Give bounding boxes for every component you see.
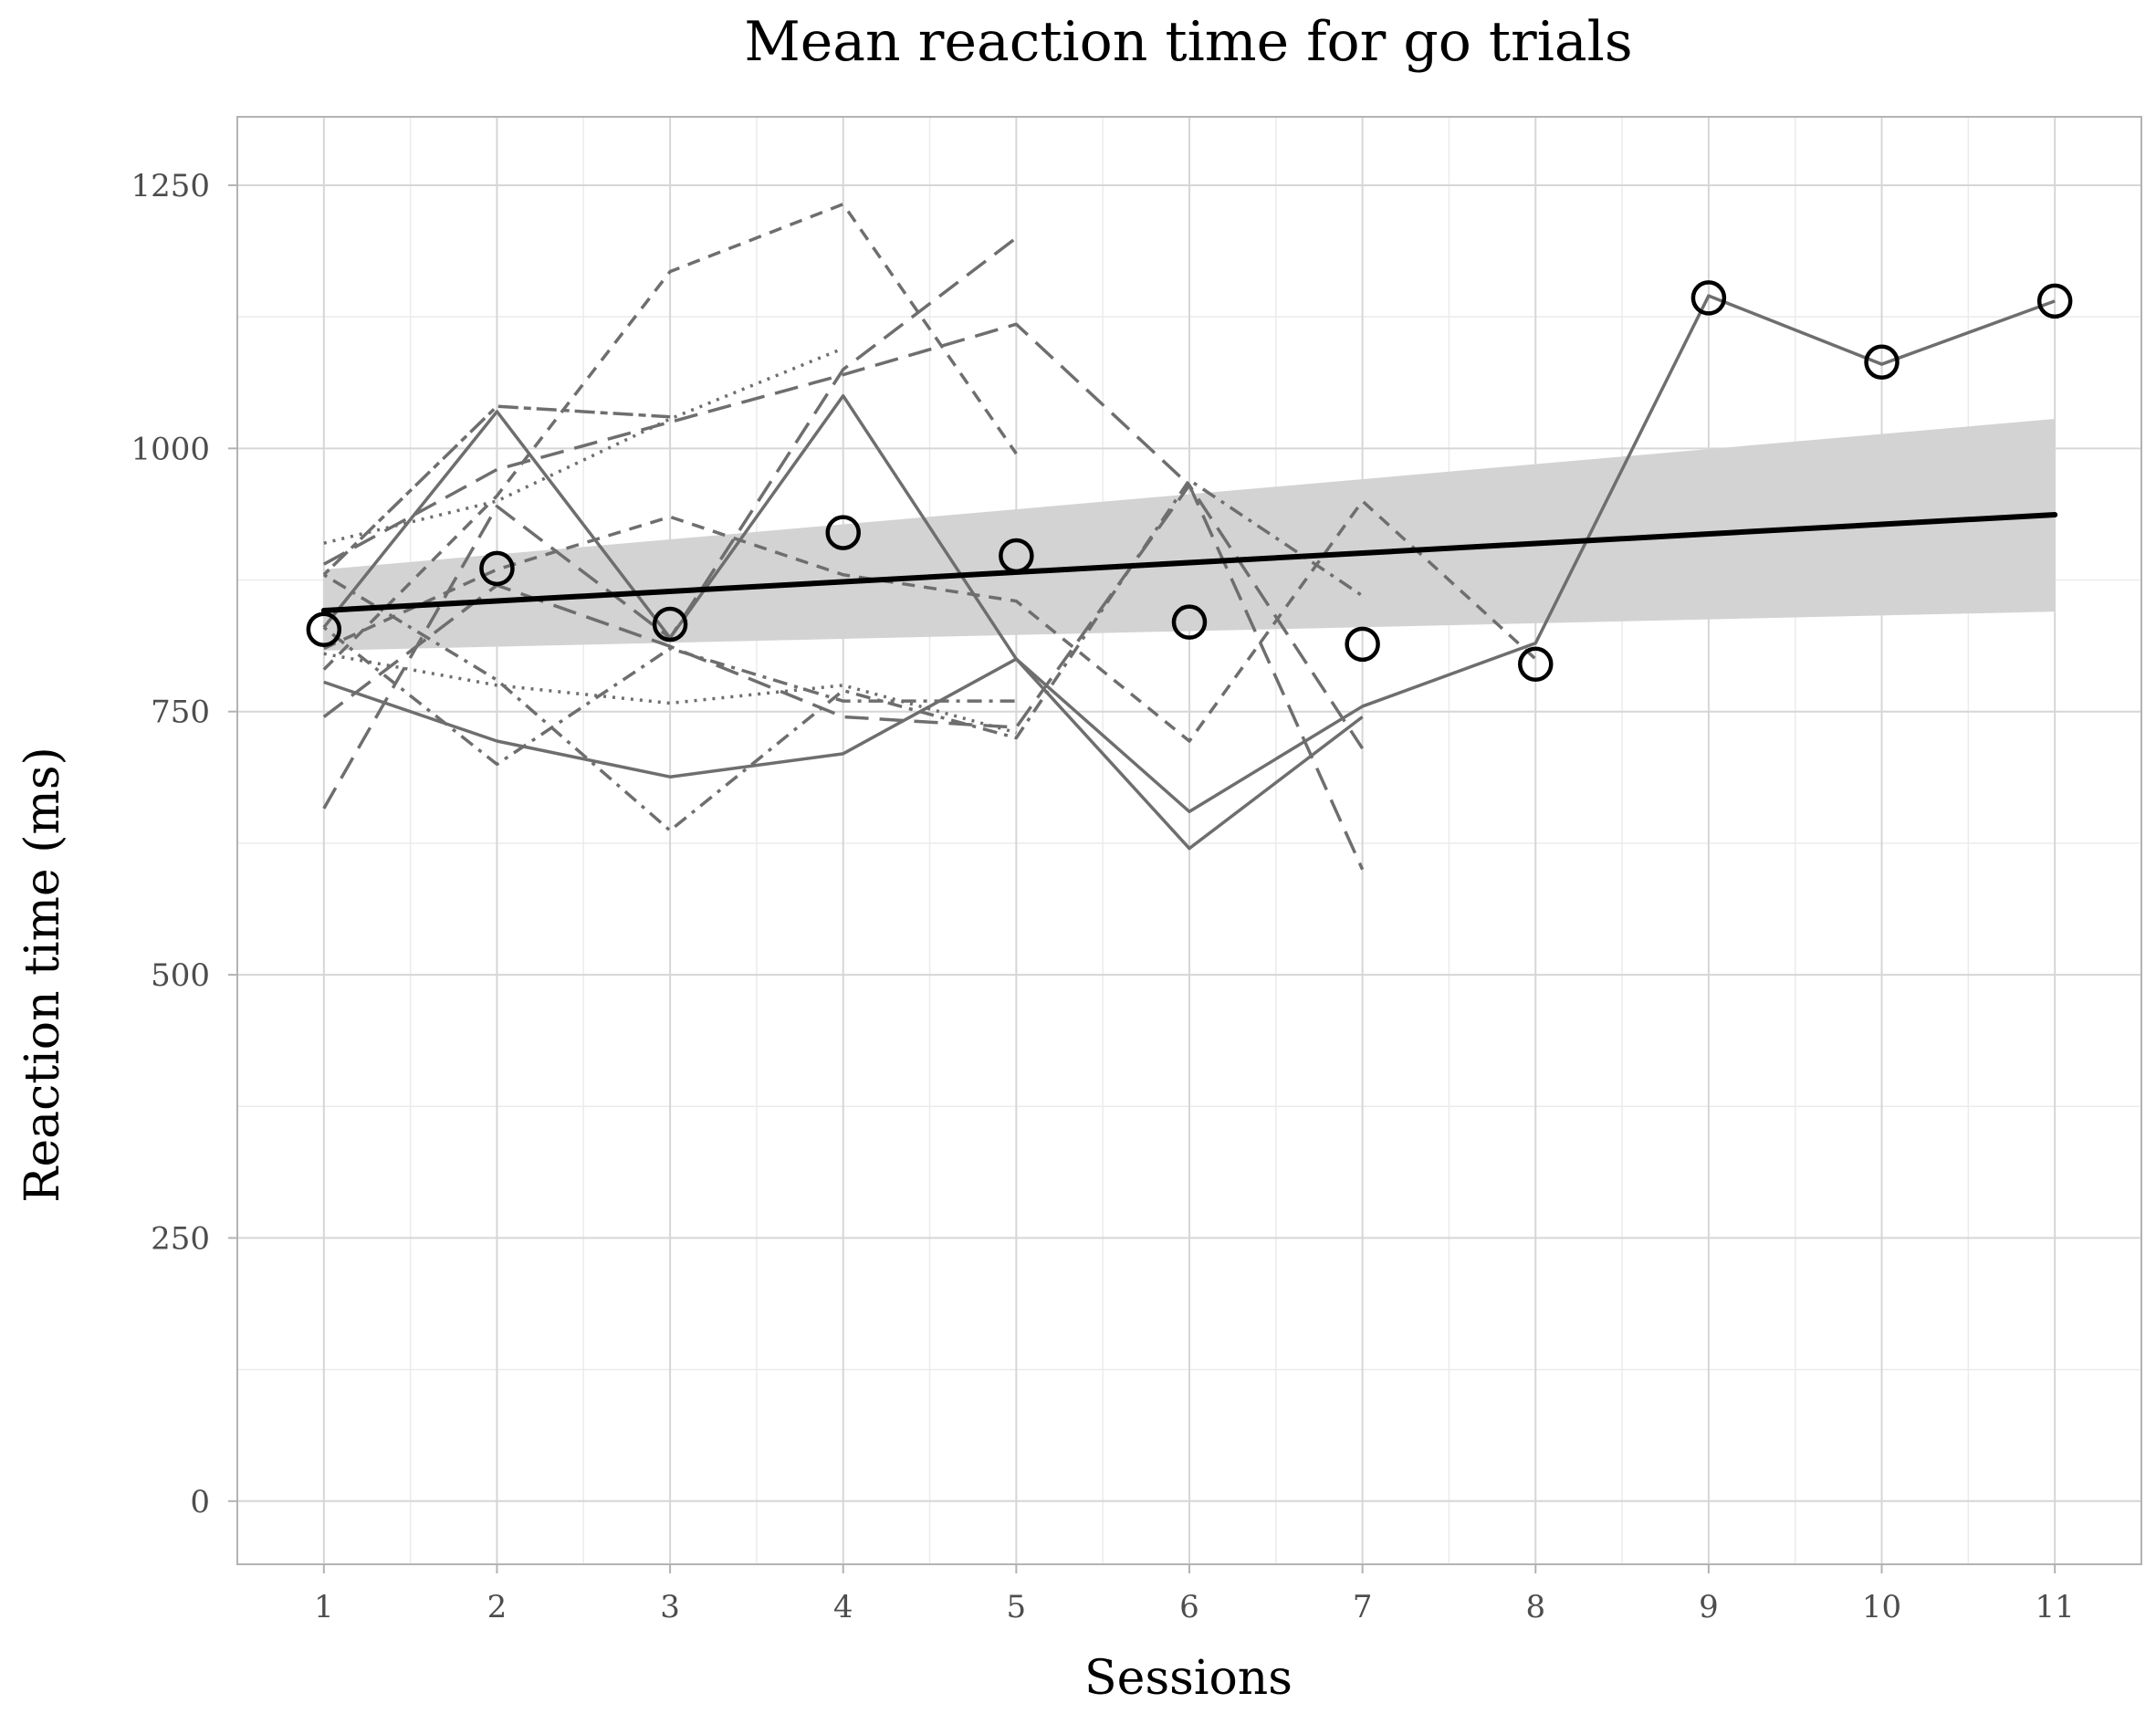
- x-tick-label: 2: [487, 1589, 508, 1625]
- mean-point: [1518, 646, 1554, 683]
- trend-line: [320, 512, 2058, 613]
- mean-point: [1345, 626, 1380, 663]
- chart-title: Mean reaction time for go trials: [744, 10, 1632, 74]
- mean-point: [825, 515, 861, 550]
- subject-line: [322, 404, 671, 577]
- subject-line: [323, 657, 1364, 851]
- y-tick-label: 1000: [131, 431, 210, 467]
- mean-point: [1171, 604, 1208, 640]
- trend-line-layer: [320, 512, 2058, 613]
- mean-point: [1864, 344, 1900, 381]
- y-axis-title: Reaction time (ms): [16, 747, 70, 1203]
- subject-line: [322, 294, 2056, 814]
- mean-point: [1690, 280, 1727, 316]
- mean-point: [306, 611, 342, 647]
- x-tick-label: 8: [1525, 1589, 1545, 1625]
- confidence-ribbon-layer: [323, 419, 2056, 651]
- mean-point: [479, 550, 515, 587]
- mean-point: [999, 538, 1034, 574]
- x-tick-label: 5: [1007, 1589, 1027, 1625]
- y-tick-label: 500: [151, 957, 210, 994]
- subject-line: [323, 347, 844, 545]
- x-tick-label: 10: [1862, 1589, 1901, 1625]
- axis-ticks-layer: 1 2 3 4 5 6 7 8 9 10 11 0 250 500 750 1000 1250: [131, 168, 2074, 1625]
- subject-line: [323, 499, 1537, 743]
- major-gridlines: [237, 117, 2141, 1564]
- x-axis-title: Sessions: [1084, 1651, 1293, 1706]
- subject-line: [322, 202, 1018, 671]
- x-tick-label: 11: [2036, 1589, 2075, 1625]
- x-tick-label: 1: [314, 1589, 334, 1625]
- y-tick-label: 0: [190, 1484, 210, 1520]
- mean-point: [652, 606, 688, 643]
- x-tick-label: 3: [660, 1589, 680, 1625]
- confidence-ribbon: [323, 419, 2056, 651]
- mean-point: [2036, 283, 2073, 319]
- mean-points-layer: [306, 280, 2073, 683]
- y-tick-label: 1250: [131, 168, 210, 204]
- y-tick-label: 750: [151, 695, 210, 731]
- subject-line: [322, 626, 1017, 767]
- x-tick-label: 6: [1179, 1589, 1199, 1625]
- x-tick-label: 4: [833, 1589, 853, 1625]
- x-tick-label: 9: [1699, 1589, 1719, 1625]
- x-tick-label: 7: [1353, 1589, 1373, 1625]
- y-tick-label: 250: [151, 1220, 210, 1257]
